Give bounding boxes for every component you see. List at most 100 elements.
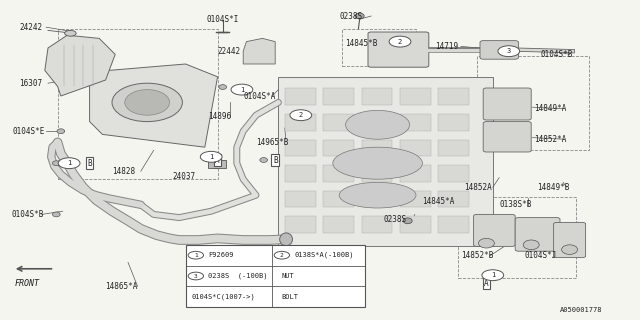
Text: 1: 1 — [240, 87, 244, 92]
Bar — [438, 191, 469, 207]
Bar — [285, 216, 316, 233]
Text: 2: 2 — [299, 112, 303, 118]
Bar — [58, 29, 218, 179]
Bar — [362, 140, 392, 156]
Bar — [285, 140, 316, 156]
Text: 3: 3 — [507, 48, 511, 54]
Ellipse shape — [65, 30, 76, 36]
Text: 1: 1 — [194, 253, 198, 258]
Text: 14896: 14896 — [208, 112, 231, 121]
Text: BOLT: BOLT — [281, 294, 298, 300]
Circle shape — [482, 270, 504, 281]
Text: 14845*A: 14845*A — [422, 197, 455, 206]
Text: 0104S*J: 0104S*J — [525, 252, 557, 260]
Ellipse shape — [209, 159, 223, 168]
Ellipse shape — [260, 158, 268, 163]
Bar — [285, 88, 316, 105]
Bar — [438, 140, 469, 156]
FancyBboxPatch shape — [554, 222, 586, 258]
Text: 14965*B: 14965*B — [256, 138, 289, 147]
Bar — [323, 165, 354, 182]
Circle shape — [188, 252, 204, 259]
Text: 14849*A: 14849*A — [534, 104, 567, 113]
Bar — [285, 114, 316, 131]
Bar — [400, 114, 431, 131]
Text: 0138S*A(-100B): 0138S*A(-100B) — [294, 252, 353, 259]
FancyBboxPatch shape — [480, 41, 518, 59]
Text: 24037: 24037 — [173, 172, 196, 180]
Text: 14849*B: 14849*B — [538, 183, 570, 192]
Circle shape — [200, 151, 222, 162]
Bar — [477, 56, 589, 150]
Ellipse shape — [52, 161, 60, 166]
Text: 1: 1 — [209, 154, 213, 160]
Bar — [438, 88, 469, 105]
Text: 14852*B: 14852*B — [461, 252, 493, 260]
FancyBboxPatch shape — [483, 122, 531, 152]
Bar — [323, 216, 354, 233]
Ellipse shape — [339, 182, 416, 208]
Text: 0104S*A: 0104S*A — [243, 92, 276, 100]
Text: NUT: NUT — [281, 273, 294, 279]
FancyBboxPatch shape — [368, 32, 429, 67]
Text: 1: 1 — [491, 272, 495, 278]
Ellipse shape — [355, 13, 364, 19]
Ellipse shape — [333, 147, 422, 179]
Bar — [208, 160, 226, 168]
Text: 16307: 16307 — [19, 79, 42, 88]
Ellipse shape — [523, 240, 539, 250]
Bar — [323, 114, 354, 131]
Bar — [323, 191, 354, 207]
Polygon shape — [243, 38, 275, 64]
Circle shape — [290, 110, 312, 121]
Bar — [400, 88, 431, 105]
Ellipse shape — [479, 238, 495, 248]
Bar — [362, 114, 392, 131]
Bar — [285, 165, 316, 182]
Bar — [323, 140, 354, 156]
Text: 0138S*B: 0138S*B — [499, 200, 532, 209]
Text: 14828: 14828 — [112, 167, 135, 176]
Text: 0238S: 0238S — [384, 215, 407, 224]
Text: 14719: 14719 — [435, 42, 458, 51]
Text: 1: 1 — [67, 160, 71, 166]
Bar — [186, 245, 365, 307]
Ellipse shape — [403, 218, 412, 224]
Bar — [438, 114, 469, 131]
Bar — [400, 191, 431, 207]
Circle shape — [274, 252, 289, 259]
Text: FRONT: FRONT — [14, 279, 40, 288]
Bar — [323, 88, 354, 105]
Text: 14852*A: 14852*A — [534, 135, 567, 144]
Text: 0104S*B: 0104S*B — [12, 210, 44, 219]
Text: 0238S: 0238S — [339, 12, 362, 20]
Bar — [362, 88, 392, 105]
Circle shape — [231, 84, 253, 95]
Polygon shape — [90, 64, 218, 147]
Ellipse shape — [562, 245, 578, 254]
Ellipse shape — [52, 212, 60, 217]
Text: 3: 3 — [194, 274, 198, 278]
Text: A050001778: A050001778 — [560, 308, 602, 313]
Text: B: B — [273, 156, 278, 164]
FancyBboxPatch shape — [515, 218, 560, 251]
Bar — [400, 216, 431, 233]
Polygon shape — [278, 77, 493, 246]
Bar — [362, 165, 392, 182]
Ellipse shape — [219, 85, 227, 90]
Ellipse shape — [280, 233, 292, 246]
Text: F92609: F92609 — [208, 252, 234, 258]
Bar — [362, 216, 392, 233]
Text: 2: 2 — [398, 39, 402, 44]
Ellipse shape — [57, 129, 65, 134]
Text: 0104S*C(1007->): 0104S*C(1007->) — [192, 293, 256, 300]
Text: 0104S*B: 0104S*B — [541, 50, 573, 59]
Text: 0104S*E: 0104S*E — [13, 127, 45, 136]
FancyBboxPatch shape — [474, 214, 515, 246]
Text: 22442: 22442 — [218, 47, 241, 56]
Text: 0238S  (-100B): 0238S (-100B) — [208, 273, 268, 279]
Bar — [438, 165, 469, 182]
Ellipse shape — [125, 90, 170, 115]
Bar — [438, 216, 469, 233]
Circle shape — [58, 158, 80, 169]
